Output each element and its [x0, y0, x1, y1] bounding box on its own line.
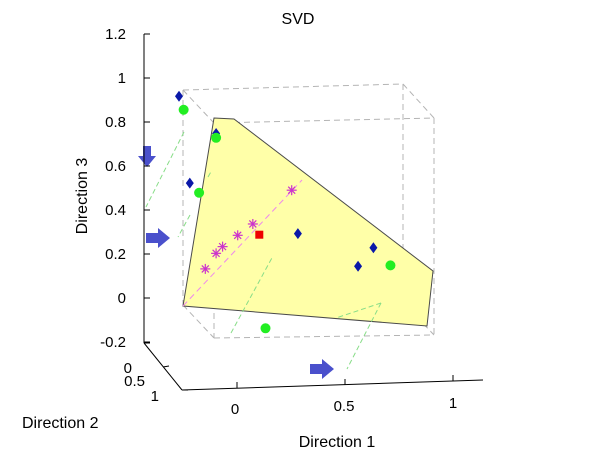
direction-point — [232, 230, 243, 241]
y-tick-labels: 0 0.5 1 — [124, 360, 159, 405]
z-tick-label: 0.2 — [105, 246, 126, 263]
projection-line — [145, 131, 185, 208]
z-axis-label: Direction 3 — [74, 158, 91, 235]
z-tick-label: 0.6 — [105, 158, 126, 175]
direction-points — [200, 185, 297, 274]
y-tick-mark — [162, 365, 170, 368]
projection-point — [185, 177, 194, 189]
direction-point — [286, 185, 297, 196]
box-edge — [402, 83, 435, 119]
box-edge — [182, 304, 215, 339]
projection-line — [207, 169, 213, 178]
box-edge — [213, 334, 435, 339]
z-tick-label: -0.2 — [100, 334, 126, 351]
direction-point — [247, 218, 258, 229]
projection-point — [175, 90, 183, 102]
svd-plane — [182, 117, 434, 327]
box-edge — [213, 117, 435, 124]
x-axis-label: Direction 1 — [299, 434, 376, 451]
arrow-down-icon — [138, 146, 156, 167]
z-tick-label: 1 — [118, 70, 126, 87]
projection-point — [293, 228, 302, 240]
x-tick-label: 0 — [231, 401, 239, 418]
z-tick-label: 0 — [118, 290, 126, 307]
y-tick-label: 1 — [151, 388, 159, 405]
data-point — [194, 187, 205, 198]
svd-direction-line — [182, 179, 303, 307]
data-points — [178, 104, 396, 334]
projection-point — [354, 260, 363, 272]
x-tick-labels: 0 0.5 1 — [231, 395, 457, 418]
z-tick-label: 0.4 — [105, 202, 126, 219]
z-tick-label: 0.8 — [105, 114, 126, 131]
x-tick-label: 1 — [449, 395, 457, 412]
box-edge — [182, 89, 215, 124]
tick-marks — [144, 33, 454, 391]
arrow-right-icon — [146, 228, 170, 248]
y-tick-label: 0 — [124, 360, 132, 377]
data-point — [385, 260, 396, 271]
projection-line — [177, 214, 191, 238]
projection-line — [230, 255, 274, 334]
projection-line — [346, 302, 382, 370]
x-axis-line — [181, 379, 484, 391]
data-point — [178, 104, 189, 115]
arrow-annotations — [138, 146, 334, 379]
mean-point-marker — [255, 230, 264, 239]
x-tick-label: 0.5 — [334, 398, 355, 415]
direction-point — [211, 248, 222, 259]
projection-point — [369, 242, 378, 254]
data-point — [211, 132, 222, 143]
box-edge — [182, 83, 404, 91]
data-point — [260, 323, 271, 334]
z-tick-label: 1.2 — [105, 26, 126, 43]
y-axis-label: Direction 2 — [22, 415, 99, 432]
direction-point — [217, 241, 228, 252]
z-tick-labels: 1.2 1 0.8 0.6 0.4 0.2 0 -0.2 — [100, 26, 126, 351]
y-tick-label: 0.5 — [124, 373, 145, 390]
projection-lines — [145, 131, 382, 370]
mean-point — [255, 230, 264, 239]
arrow-right-icon — [310, 359, 334, 379]
direction-point — [200, 263, 211, 274]
chart-title: SVD — [282, 11, 315, 28]
